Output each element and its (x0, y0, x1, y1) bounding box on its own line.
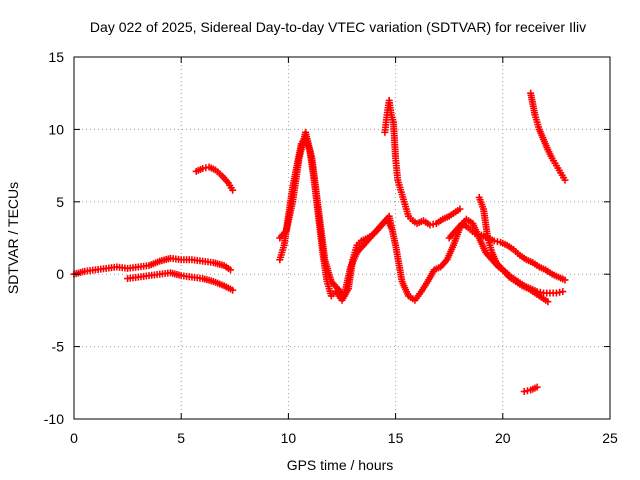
y-tick-label: 15 (48, 49, 64, 65)
x-tick-label: 15 (388, 430, 404, 446)
y-tick-label: -10 (44, 411, 64, 427)
data-point (561, 276, 569, 284)
x-tick-label: 5 (177, 430, 185, 446)
y-tick-label: 10 (48, 121, 64, 137)
series-arc-7 (475, 193, 552, 306)
tick-labels: 0 5 10 15 20 25 -10 -5 0 5 10 15 (44, 49, 618, 446)
grid-lines (74, 57, 610, 419)
x-tick-label: 0 (70, 430, 78, 446)
axis-ticks (73, 56, 611, 420)
chart-title: Day 022 of 2025, Sidereal Day-to-day VTE… (90, 19, 586, 35)
x-tick-label: 20 (495, 430, 511, 446)
series-arc-4 (276, 128, 567, 304)
data-point (229, 286, 237, 294)
y-tick-label: -5 (52, 339, 65, 355)
series-arc-1b (124, 269, 237, 294)
x-axis-title: GPS time / hours (287, 457, 394, 473)
y-axis-title: SDTVAR / TECUs (5, 182, 21, 294)
x-tick-label: 10 (281, 430, 297, 446)
data-point (456, 205, 464, 213)
series-arc-2 (192, 163, 237, 194)
series-arc-9 (520, 383, 541, 395)
series-arc-1a (70, 254, 235, 278)
y-tick-label: 0 (56, 266, 64, 282)
series-arc-8 (527, 89, 569, 184)
data-point (544, 298, 552, 306)
data-point (559, 288, 567, 296)
plot-frame (73, 56, 611, 420)
data-point (533, 383, 541, 391)
data-point (561, 176, 569, 184)
data-points (70, 89, 569, 395)
series-arc-3 (276, 133, 395, 304)
data-point (227, 266, 235, 274)
series-arc-5 (381, 96, 464, 229)
x-tick-label: 25 (602, 430, 618, 446)
y-tick-label: 5 (56, 194, 64, 210)
data-point (229, 186, 237, 194)
